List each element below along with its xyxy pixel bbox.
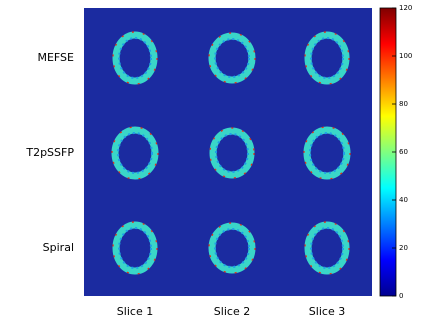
column-label: Slice 2 bbox=[214, 305, 250, 318]
row-label: T2pSSFP bbox=[25, 146, 74, 159]
column-label: Slice 1 bbox=[117, 305, 153, 318]
column-label: Slice 3 bbox=[309, 305, 345, 318]
row-label: Spiral bbox=[43, 241, 74, 254]
colorbar-tick-label: 0 bbox=[399, 292, 403, 300]
figure: MEFSE T2pSSFP Spiral Slice 1 Slice 2 Slice 3 0… bbox=[0, 0, 434, 322]
colorbar-tick-label: 20 bbox=[399, 244, 408, 252]
row-label: MEFSE bbox=[37, 51, 74, 64]
image-panel bbox=[84, 8, 372, 296]
colorbar-tick-label: 120 bbox=[399, 4, 412, 12]
colorbar-tick-label: 80 bbox=[399, 100, 408, 108]
colorbar-tick-label: 40 bbox=[399, 196, 408, 204]
colorbar-tick-label: 60 bbox=[399, 148, 408, 156]
colorbar-tick-label: 100 bbox=[399, 52, 412, 60]
